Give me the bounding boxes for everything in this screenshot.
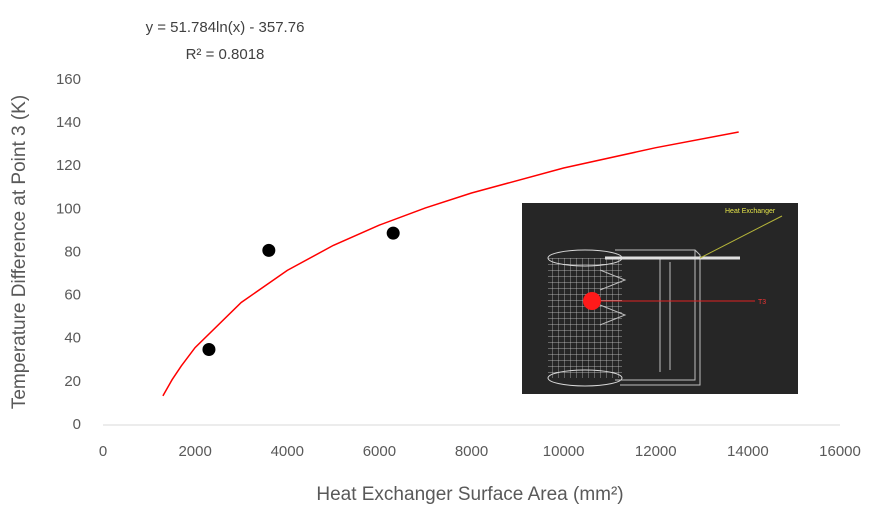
inset-mesh — [548, 258, 622, 378]
x-axis-title: Heat Exchanger Surface Area (mm²) — [316, 484, 623, 505]
x-tick-label: 14000 — [727, 443, 769, 460]
y-tick-label: 120 — [56, 157, 81, 174]
y-tick-label: 0 — [73, 416, 81, 433]
y-tick-label: 100 — [56, 200, 81, 217]
x-tick-label: 0 — [99, 443, 107, 460]
y-tick-label: 160 — [56, 71, 81, 88]
x-tick-label: 12000 — [635, 443, 677, 460]
y-axis-title: Temperature Difference at Point 3 (K) — [9, 95, 30, 409]
x-tick-label: 4000 — [271, 443, 304, 460]
x-tick-label: 6000 — [363, 443, 396, 460]
y-tick-label: 40 — [64, 330, 81, 347]
x-tick-label: 8000 — [455, 443, 488, 460]
point — [202, 343, 215, 356]
inset-label: Heat Exchanger — [725, 208, 776, 215]
x-tick-label: 10000 — [543, 443, 585, 460]
inset-image: Heat Exchanger T3 — [522, 203, 798, 394]
chart: y = 51.784ln(x) - 357.76 R² = 0.8018 Hea… — [0, 0, 887, 509]
point — [387, 227, 400, 240]
trendline-equation: y = 51.784ln(x) - 357.76 — [146, 19, 305, 36]
x-tick-label: 2000 — [178, 443, 211, 460]
point — [262, 244, 275, 257]
y-tick-label: 60 — [64, 287, 81, 304]
r-squared: R² = 0.8018 — [186, 46, 265, 63]
y-tick-label: 80 — [64, 243, 81, 260]
y-tick-label: 20 — [64, 373, 81, 390]
inset-label: T3 — [758, 299, 766, 306]
y-tick-label: 140 — [56, 114, 81, 131]
inset-probe — [583, 292, 601, 310]
x-tick-label: 16000 — [819, 443, 861, 460]
